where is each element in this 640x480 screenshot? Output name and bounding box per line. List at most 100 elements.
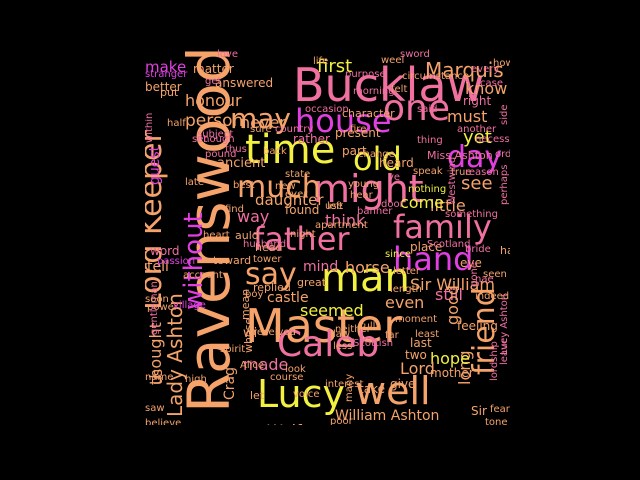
cloud-word: get [205, 76, 222, 87]
cloud-word: back [263, 146, 287, 157]
cloud-word: look [285, 364, 306, 375]
cloud-word: nothing [408, 184, 447, 195]
cloud-word: better [145, 80, 182, 94]
cloud-word: said [417, 104, 438, 115]
cloud-word: Sir [471, 404, 487, 418]
cloud-word: Alice [240, 360, 265, 371]
cloud-word: door [381, 199, 404, 210]
cloud-word: life [313, 56, 329, 67]
cloud-word: sure [250, 124, 272, 135]
cloud-word: feeling [457, 319, 498, 333]
word-cloud: Ravenswood Master Bucklaw Lord Keeper time ho… [145, 45, 510, 425]
cloud-word: tell [147, 259, 169, 275]
cloud-word: two [405, 348, 427, 362]
cloud-word: bride [465, 244, 491, 255]
cloud-word: hope [430, 349, 470, 368]
cloud-word: subject [197, 129, 234, 140]
cloud-word: Bucklaw [293, 58, 485, 112]
cloud-word: occasion [305, 104, 349, 115]
cloud-word: great [297, 276, 327, 289]
cloud-word: William Ashton [335, 408, 440, 424]
cloud-word: Lord [400, 359, 435, 378]
cloud-word: sword [400, 49, 430, 60]
cloud-word: pound [205, 149, 237, 160]
cloud-word: honour [185, 91, 242, 110]
cloud-word: believe [145, 418, 182, 426]
cloud-word: make [145, 58, 187, 76]
cloud-word: old [353, 140, 402, 178]
cloud-word: reason [465, 167, 499, 178]
cloud-word: late [185, 177, 204, 188]
cloud-word: nae [475, 274, 494, 285]
cloud-word: horse [345, 258, 390, 277]
cloud-word: poor [330, 416, 353, 426]
cloud-word: voice [293, 389, 320, 400]
cloud-word: letter [393, 266, 421, 277]
cloud-word: best [233, 180, 255, 191]
cloud-word: morning [353, 86, 395, 97]
cloud-word: matter [193, 62, 234, 76]
cloud-word: necessary [475, 134, 510, 145]
cloud-word: place [410, 240, 443, 254]
cloud-word: full [360, 321, 376, 332]
cloud-word: tower [253, 254, 282, 265]
cloud-word: received [253, 327, 296, 338]
cloud-word: Miss Ashton [427, 149, 493, 162]
cloud-word: present [335, 126, 381, 140]
cloud-word: law [333, 329, 351, 340]
cloud-word: time [245, 127, 336, 173]
cloud-word: give [390, 377, 416, 391]
cloud-word: fire [350, 124, 367, 135]
cloud-word: Master [245, 299, 403, 353]
cloud-word: less [333, 341, 353, 352]
cloud-word: right [463, 94, 492, 108]
cloud-word: Lucy Ashton [499, 293, 510, 355]
cloud-word: side [499, 104, 510, 126]
cloud-word: state [285, 169, 311, 180]
cloud-word: Scottish [353, 338, 394, 349]
cloud-word: case [480, 78, 503, 89]
cloud-word: toward [213, 254, 252, 267]
cloud-word: person [185, 111, 244, 131]
cloud-word: part [342, 144, 367, 158]
cloud-word: come [400, 193, 445, 212]
cloud-word: take [359, 382, 385, 396]
cloud-word: neither [335, 324, 371, 335]
cloud-word: word [150, 244, 180, 258]
cloud-word: still [435, 285, 463, 304]
cloud-word: Marquis [425, 58, 504, 82]
cloud-word: night [290, 229, 316, 240]
cloud-word: enough [197, 134, 235, 145]
cloud-word: speak [413, 166, 443, 177]
cloud-word: day [447, 140, 503, 175]
cloud-word: Sir William [410, 275, 495, 294]
cloud-word: set [192, 134, 208, 145]
cloud-word: one [383, 88, 450, 129]
cloud-word: every [471, 64, 500, 75]
cloud-word: character [342, 107, 395, 120]
cloud-word: ever [285, 189, 308, 200]
cloud-word: yet [463, 127, 492, 148]
cloud-word: might [313, 167, 424, 211]
cloud-word: find [225, 204, 244, 215]
cloud-word: use [325, 201, 343, 212]
cloud-word: man [321, 255, 410, 301]
cloud-word: however [493, 58, 510, 69]
cloud-word: thus [225, 144, 247, 155]
cloud-word: purpose [345, 69, 386, 80]
cloud-word: since [385, 249, 411, 260]
cloud-word: hae [500, 244, 510, 257]
cloud-word: thing [417, 135, 443, 146]
cloud-word: half [167, 118, 186, 129]
cloud-word: boy [245, 289, 264, 300]
cloud-word: way [237, 207, 270, 226]
cloud-word: found [285, 203, 320, 217]
cloud-word: father [253, 220, 350, 258]
cloud-word: daughter [255, 191, 324, 209]
cloud-word: young [348, 179, 380, 190]
cloud-word: village [173, 300, 206, 311]
cloud-word: indeed [475, 291, 510, 302]
cloud-word: gentleman [149, 281, 160, 335]
cloud-word: ancient [217, 156, 266, 171]
cloud-word: much [237, 170, 321, 205]
